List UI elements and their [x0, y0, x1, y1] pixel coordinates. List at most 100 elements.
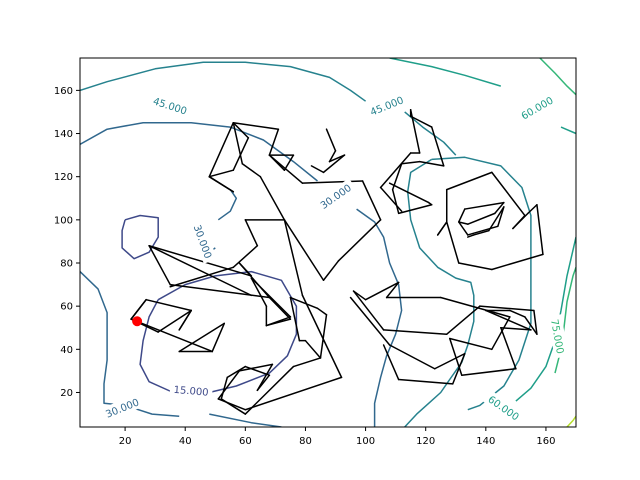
overlay-drawing [130, 109, 544, 415]
overlay-segment [148, 244, 171, 286]
overlay-segment [259, 175, 286, 221]
overlay-segment [361, 180, 382, 221]
overlay-segment [494, 201, 505, 215]
overlay-segment [436, 221, 448, 236]
overlay-segment [461, 367, 517, 376]
overlay-segment [509, 309, 526, 318]
overlay-segment [391, 188, 400, 215]
overlay-segment [157, 309, 192, 333]
overlay-segment [145, 298, 192, 312]
overlay-segment [328, 150, 337, 163]
overlay-segment [130, 318, 214, 353]
overlay-segment [467, 225, 499, 236]
overlay-segment [382, 329, 448, 335]
overlay-segment [232, 121, 244, 165]
overlay-segment [491, 253, 544, 271]
overlay-segment [304, 339, 322, 359]
overlay-segment [418, 160, 445, 167]
overlay-segment [208, 121, 235, 178]
overlay-segment [319, 314, 328, 359]
contour-line-15-1 [121, 214, 159, 260]
y-tick-label: 120 [54, 172, 73, 183]
overlay-segment [536, 203, 544, 256]
contour-line-60-13 [560, 126, 576, 135]
overlay-segment [310, 165, 325, 174]
y-tick-label: 40 [60, 345, 73, 356]
overlay-segment [500, 326, 517, 370]
overlay-segment [322, 260, 340, 282]
overlay-segment [232, 121, 280, 130]
overlay-segment [445, 305, 481, 335]
contour-line-60-12 [389, 58, 502, 87]
overlay-segment [220, 376, 229, 400]
y-tick-label: 140 [54, 129, 73, 140]
x-tick-label: 40 [179, 436, 192, 447]
overlay-segment [458, 262, 493, 271]
overlay-segment [256, 363, 274, 392]
overlay-segment [265, 316, 292, 327]
x-tick-label: 160 [536, 436, 555, 447]
contour-line-30-6 [217, 189, 238, 221]
overlay-segment [244, 365, 271, 376]
overlay-segment [232, 244, 259, 269]
x-tick-label: 140 [476, 436, 495, 447]
overlay-segment [244, 219, 259, 247]
overlay-segment [491, 316, 511, 351]
overlay-segment [328, 154, 346, 163]
overlay-segment [388, 344, 436, 370]
x-tick-label: 60 [239, 436, 252, 447]
overlay-segment [473, 229, 490, 236]
contour-line-45-11 [431, 156, 532, 411]
overlay-segment [238, 363, 274, 372]
overlay-segment [349, 296, 391, 346]
overlay-segment [283, 219, 304, 297]
overlay-segment [497, 206, 505, 228]
overlay-segment [232, 121, 250, 139]
axes: 20 40 60 80 100 120 140 160 20 40 60 80 100 120 140 160 [54, 57, 577, 447]
overlay-segment [448, 337, 493, 351]
y-tick-label: 80 [60, 259, 73, 270]
overlay-segment [527, 203, 538, 215]
y-tick-label: 20 [60, 388, 73, 399]
overlay-segment [337, 219, 382, 262]
y-tick-label: 60 [60, 302, 73, 313]
contour-line-30-3 [209, 413, 282, 427]
overlay-segment [217, 370, 241, 400]
overlay-segment [409, 115, 433, 128]
overlay-segment [452, 352, 466, 385]
overlay-segment [430, 126, 445, 167]
overlay-segment [325, 128, 337, 152]
overlay-segment [479, 305, 535, 312]
overlay-segment [217, 398, 247, 411]
x-tick-label: 100 [356, 436, 375, 447]
overlay-segment [178, 309, 192, 331]
overlay-segment [397, 378, 454, 385]
red-point-marker [132, 316, 143, 327]
contour-line-45-8 [80, 61, 367, 102]
overlay-segment [464, 201, 505, 210]
contour-line-45-9 [404, 111, 457, 156]
marker-layer [132, 316, 143, 327]
overlay-segment [445, 171, 493, 191]
overlay-segment [458, 221, 469, 236]
overlay-segment [352, 290, 385, 331]
y-tick-label: 160 [54, 86, 73, 97]
overlay-segment [250, 277, 292, 318]
overlay-segment [467, 234, 475, 238]
overlay-segment [268, 128, 280, 156]
overlay-segment [533, 309, 538, 335]
overlay-segment [352, 290, 367, 301]
contour-line-30-5 [356, 208, 403, 427]
overlay-segment [301, 180, 364, 184]
overlay-segment [178, 322, 226, 353]
overlay-segment [379, 186, 403, 212]
overlay-segment [208, 169, 235, 178]
overlay-segment [283, 219, 325, 282]
overlay-segment [169, 266, 235, 288]
overlay-segment [148, 244, 253, 297]
contour-label-text: 15.000 [173, 385, 209, 399]
overlay-segment [226, 365, 247, 379]
overlay-segment [433, 352, 466, 370]
overlay-segment [488, 206, 505, 232]
overlay-segment [316, 307, 328, 316]
